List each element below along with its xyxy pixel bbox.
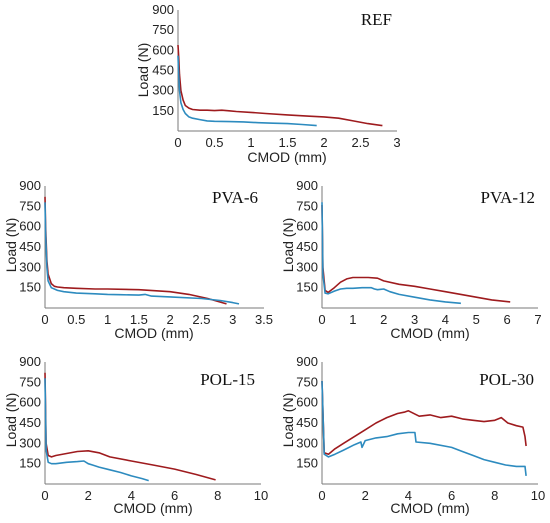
panel-title: PVA-6 xyxy=(212,188,258,207)
x-tick-label: 10 xyxy=(254,488,268,503)
y-tick-label: 900 xyxy=(296,354,318,369)
x-tick-label: 6 xyxy=(448,488,455,503)
x-axis-label: CMOD (mm) xyxy=(390,500,469,516)
x-tick-label: 5 xyxy=(473,312,480,327)
x-tick-label: 0 xyxy=(318,488,325,503)
x-tick-label: 2 xyxy=(167,312,174,327)
x-tick-label: 0 xyxy=(318,312,325,327)
x-tick-label: 1.5 xyxy=(130,312,148,327)
chart-panel-4: 900 750 600 450 300 150 0 2 4 6 8 10 CMOD (mm) Load (… xyxy=(3,354,268,516)
x-tick-label: 2 xyxy=(362,488,369,503)
x-tick-label: 2.5 xyxy=(192,312,210,327)
chart-panel-2: 900 750 600 450 300 150 0 0.5 1 1.5 2 2.5 3 3.5 CMOD (… xyxy=(3,178,273,341)
x-tick-label: 4 xyxy=(405,488,412,503)
series-line-2 xyxy=(177,55,317,127)
y-tick-label: 600 xyxy=(19,395,41,410)
x-axis-label: CMOD (mm) xyxy=(247,149,326,165)
x-tick-label: 1 xyxy=(247,135,254,150)
y-tick-label: 450 xyxy=(152,63,174,78)
y-tick-label: 300 xyxy=(19,259,41,274)
x-tick-label: 8 xyxy=(491,488,498,503)
series-line-1 xyxy=(44,196,227,305)
x-tick-label: 0 xyxy=(41,488,48,503)
x-tick-label: 0 xyxy=(41,312,48,327)
x-tick-label: 3 xyxy=(393,135,400,150)
x-tick-label: 8 xyxy=(214,488,221,503)
panel-title: POL-30 xyxy=(479,370,534,389)
x-tick-label: 0.5 xyxy=(205,135,223,150)
y-tick-label: 150 xyxy=(296,456,318,471)
y-tick-label: 900 xyxy=(296,178,318,193)
y-tick-label: 450 xyxy=(296,239,318,254)
y-tick-label: 150 xyxy=(19,456,41,471)
y-axis-label: Load (N) xyxy=(135,43,151,97)
x-tick-label: 7 xyxy=(534,312,541,327)
x-tick-label: 6 xyxy=(171,488,178,503)
y-tick-label: 600 xyxy=(19,219,41,234)
y-tick-label: 600 xyxy=(296,219,318,234)
y-axis-label: Load (N) xyxy=(3,393,19,447)
x-tick-label: 2.5 xyxy=(351,135,369,150)
y-tick-label: 900 xyxy=(19,178,41,193)
x-tick-label: 4 xyxy=(128,488,135,503)
panel-title: PVA-12 xyxy=(481,188,535,207)
y-tick-label: 750 xyxy=(19,198,41,213)
y-tick-label: 900 xyxy=(152,2,174,17)
series-line-1 xyxy=(321,204,511,303)
y-tick-label: 750 xyxy=(296,198,318,213)
y-axis-label: Load (N) xyxy=(280,218,296,272)
x-tick-label: 1 xyxy=(349,312,356,327)
y-tick-label: 450 xyxy=(296,415,318,430)
x-tick-label: 0 xyxy=(174,135,181,150)
series-line-2 xyxy=(321,202,461,305)
chart-panel-1: 900 750 600 450 300 150 0 0.5 1 1.5 2 2.5 3 CMOD (mm)… xyxy=(135,2,401,165)
y-tick-label: 900 xyxy=(19,354,41,369)
x-tick-label: 2 xyxy=(85,488,92,503)
y-tick-label: 450 xyxy=(19,415,41,430)
y-tick-label: 300 xyxy=(19,435,41,450)
chart-panel-3: 900 750 600 450 300 150 0 1 2 3 4 5 6 7 CMOD (mm) Load … xyxy=(280,178,542,341)
y-tick-label: 750 xyxy=(296,374,318,389)
y-tick-label: 600 xyxy=(152,42,174,57)
y-tick-label: 150 xyxy=(152,103,174,118)
y-tick-label: 600 xyxy=(296,395,318,410)
x-tick-label: 3.5 xyxy=(255,312,273,327)
y-axis-label: Load (N) xyxy=(280,393,296,447)
x-axis-label: CMOD (mm) xyxy=(113,500,192,516)
x-tick-label: 2 xyxy=(380,312,387,327)
panel-title: POL-15 xyxy=(200,370,255,389)
x-axis-label: CMOD (mm) xyxy=(114,325,193,341)
series-line-1 xyxy=(177,44,383,127)
y-axis-label: Load (N) xyxy=(3,218,19,272)
y-tick-label: 450 xyxy=(19,239,41,254)
y-tick-label: 750 xyxy=(152,22,174,37)
series-line-2 xyxy=(321,380,527,476)
x-tick-label: 1.5 xyxy=(278,135,296,150)
series-line-1 xyxy=(44,372,216,481)
y-tick-label: 300 xyxy=(296,435,318,450)
x-tick-label: 3 xyxy=(229,312,236,327)
x-tick-label: 10 xyxy=(531,488,545,503)
series-line-1 xyxy=(321,380,527,456)
y-tick-label: 300 xyxy=(296,259,318,274)
y-tick-label: 150 xyxy=(19,280,41,295)
series-line-2 xyxy=(44,202,240,305)
x-tick-label: 6 xyxy=(504,312,511,327)
series-line-2 xyxy=(44,378,149,482)
chart-panel-5: 900 750 600 450 300 150 0 2 4 6 8 10 CMOD (mm) Load (… xyxy=(280,354,545,516)
x-tick-label: 3 xyxy=(411,312,418,327)
x-tick-label: 4 xyxy=(442,312,449,327)
x-tick-label: 1 xyxy=(104,312,111,327)
panel-title: REF xyxy=(361,10,392,29)
y-tick-label: 300 xyxy=(152,83,174,98)
x-axis-label: CMOD (mm) xyxy=(390,325,469,341)
x-tick-label: 0.5 xyxy=(67,312,85,327)
x-tick-label: 2 xyxy=(320,135,327,150)
y-tick-label: 150 xyxy=(296,280,318,295)
y-tick-label: 750 xyxy=(19,374,41,389)
